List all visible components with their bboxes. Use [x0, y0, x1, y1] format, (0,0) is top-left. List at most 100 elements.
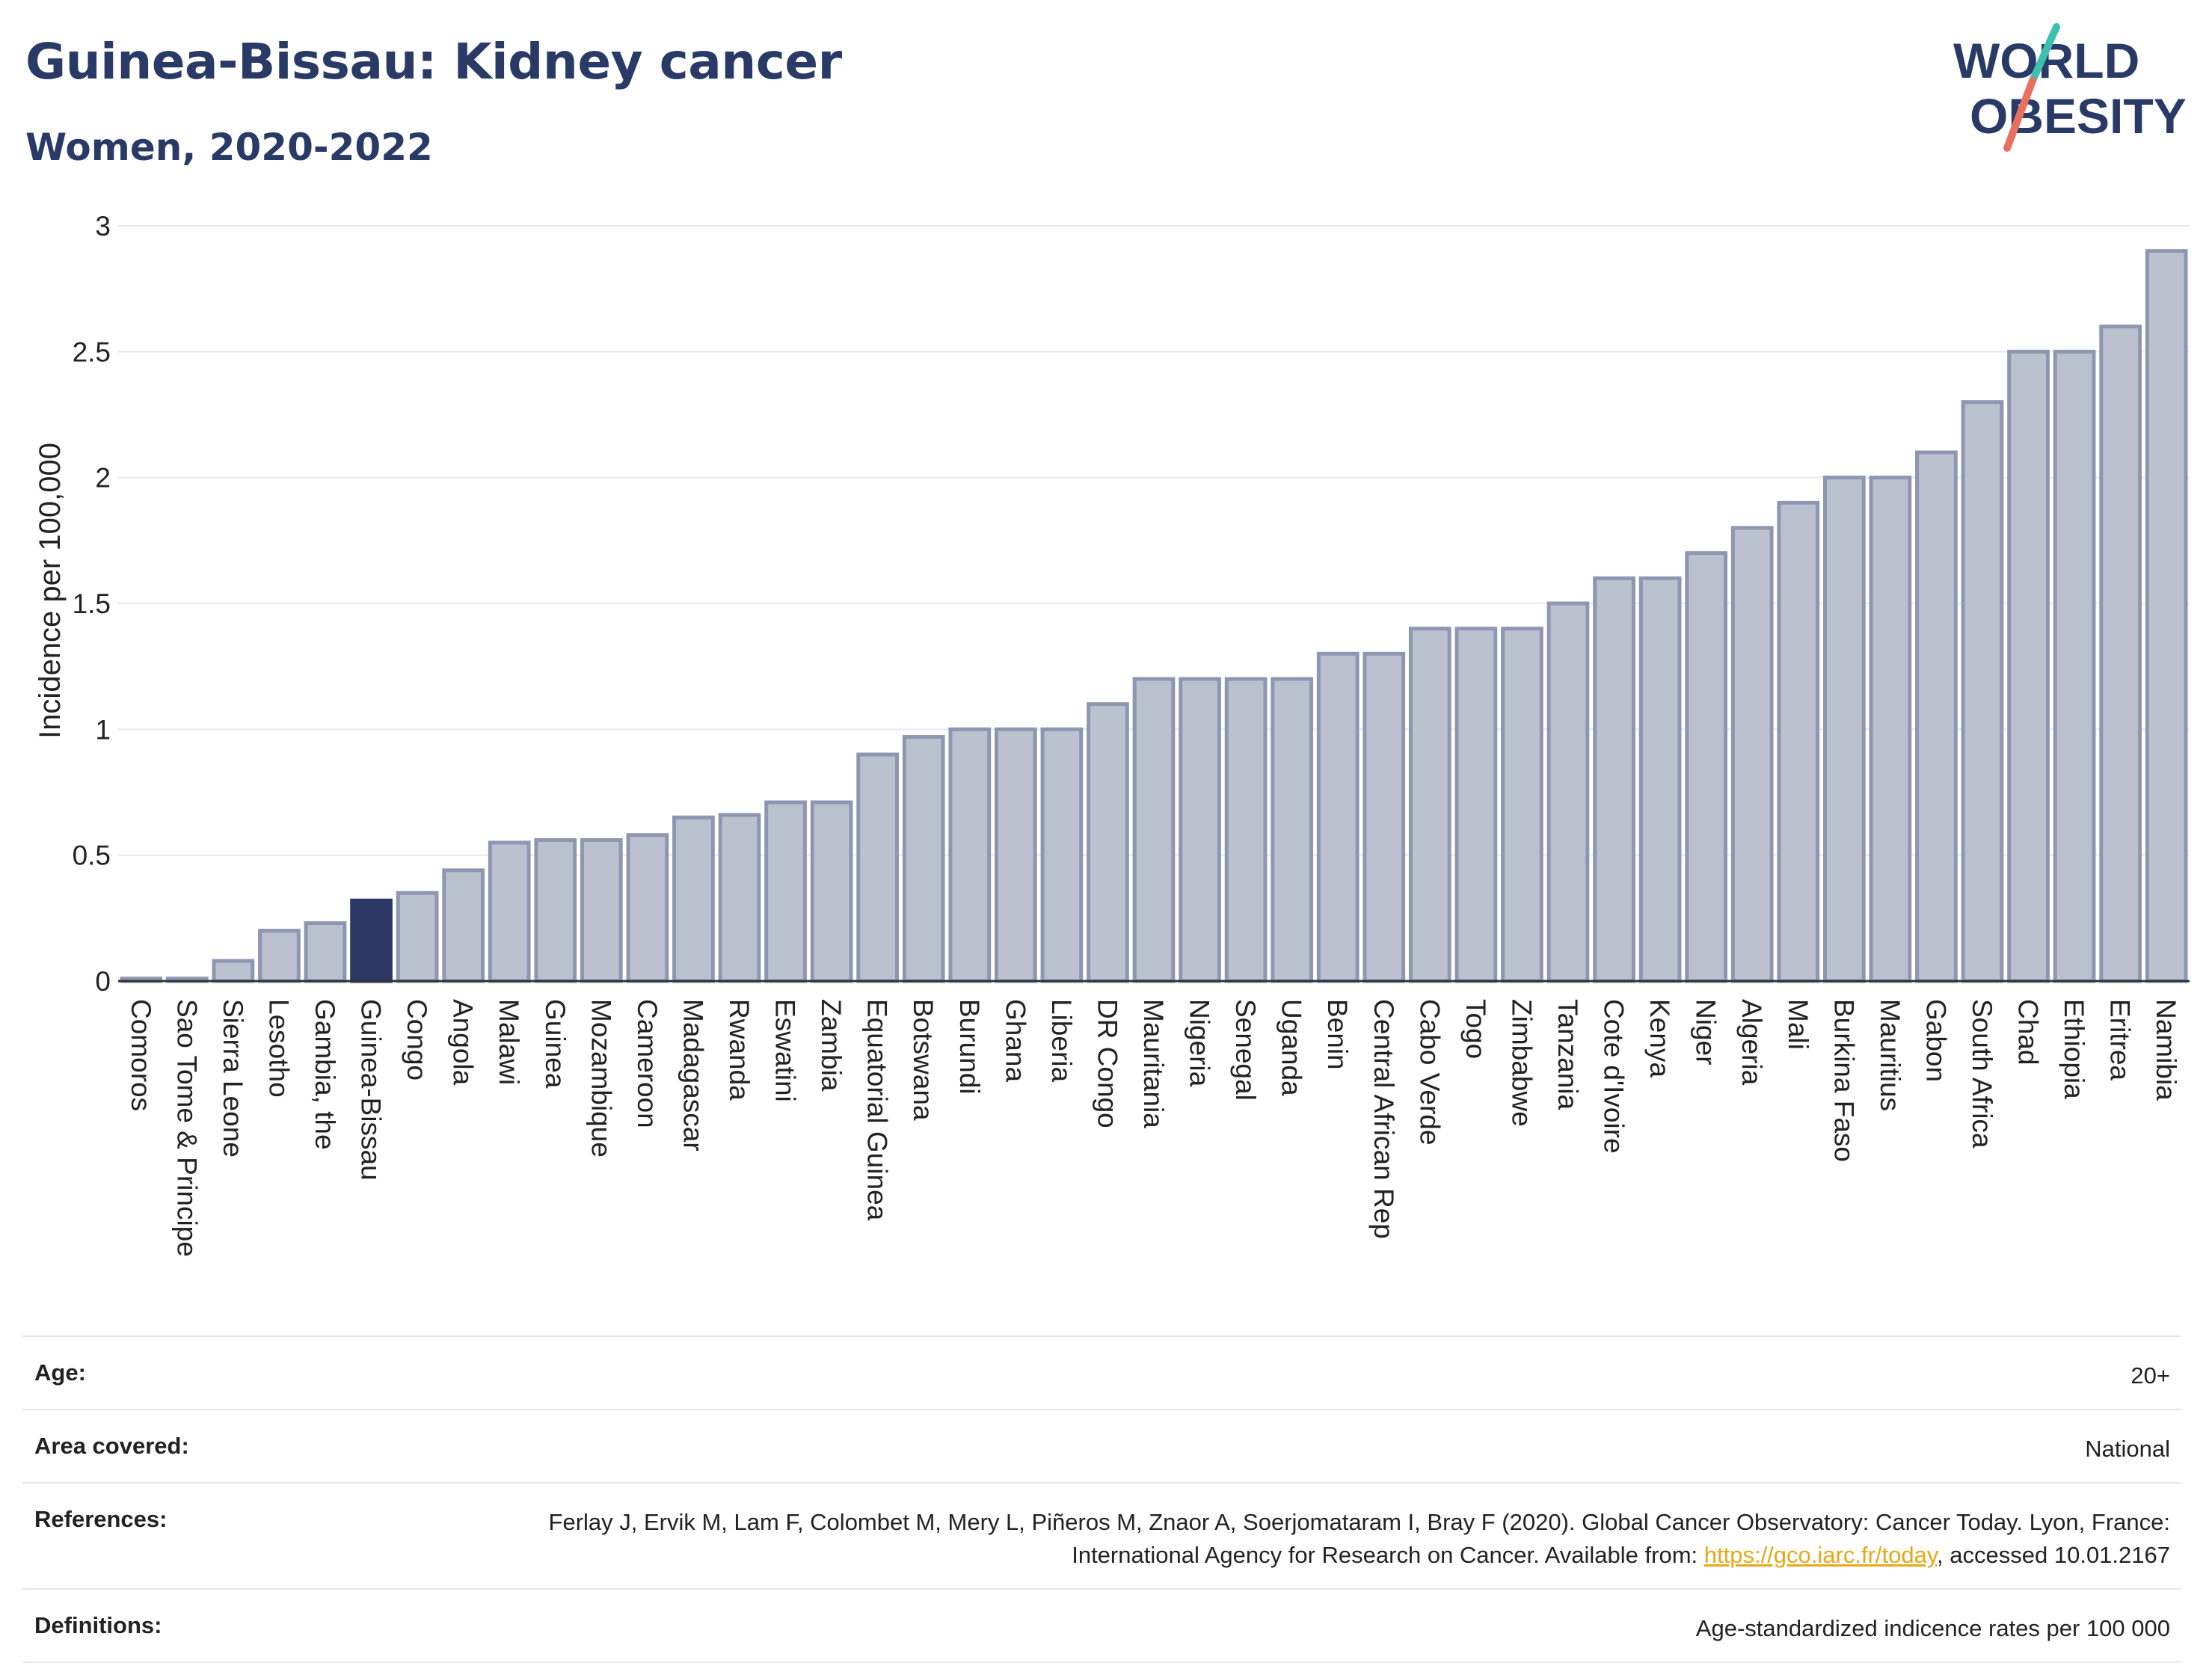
x-tick-label: Tanzania: [1552, 999, 1583, 1110]
x-tick-label: Sierra Leone: [218, 999, 248, 1158]
age-value: 20+: [2130, 1362, 2170, 1389]
x-tick-label: Botswana: [908, 999, 938, 1121]
bar-gambia-the: [304, 921, 347, 983]
x-tick-label: Cameroon: [632, 999, 663, 1128]
bar-south-africa: [1961, 400, 2004, 983]
x-tick-label: Burkina Faso: [1828, 999, 1859, 1162]
y-tick-label: 2.5: [73, 336, 111, 367]
x-tick-label: Uganda: [1276, 999, 1307, 1096]
y-tick-label: 3: [95, 211, 111, 242]
bar-mozambique: [580, 837, 623, 983]
area-covered-label: Area covered:: [34, 1433, 189, 1459]
bar-algeria: [1730, 526, 1774, 983]
bar-niger: [1685, 551, 1728, 983]
logo-word-obesity: OBESITY: [1970, 88, 2187, 144]
bar-mauritius: [1869, 476, 1912, 983]
x-tick-label: Congo: [402, 999, 432, 1081]
x-tick-label: Chad: [2013, 999, 2044, 1065]
x-tick-label: Angola: [448, 999, 479, 1086]
bar-burundi: [948, 727, 992, 983]
bar-dr-congo: [1087, 702, 1129, 983]
chart-title: Guinea-Bissau: Kidney cancer: [25, 33, 842, 90]
y-axis-ticks: 0 0.5 1 1.5 2 2.5 3: [73, 211, 111, 997]
x-tick-label: DR Congo: [1092, 999, 1122, 1128]
bar-botswana: [902, 734, 945, 983]
x-tick-label: Lesotho: [263, 999, 294, 1098]
logo-slash-coral: [2003, 77, 2036, 152]
references-link[interactable]: https://gco.iarc.fr/today: [1703, 1542, 1938, 1568]
x-tick-label: Mauritania: [1138, 999, 1169, 1128]
bar-mali: [1777, 500, 1820, 983]
y-tick-label: 0.5: [73, 840, 111, 871]
bar-mauritania: [1132, 677, 1176, 983]
references-label: References:: [34, 1506, 168, 1532]
x-tick-label: Nigeria: [1185, 999, 1215, 1087]
x-tick-label: Eritrea: [2105, 999, 2136, 1081]
x-tick-label: Equatorial Guinea: [862, 999, 893, 1221]
x-tick-label: Central African Rep: [1368, 999, 1399, 1239]
x-tick-label: Senegal: [1230, 999, 1261, 1101]
y-axis-label: Incidence per 100,000: [34, 443, 67, 739]
x-tick-label: Mauritius: [1875, 999, 1905, 1111]
area-covered-value: National: [2085, 1436, 2170, 1462]
bar-gabon: [1915, 450, 1958, 983]
bar-zimbabwe: [1501, 627, 1543, 983]
x-tick-label: Togo: [1460, 999, 1491, 1059]
bar-tanzania: [1546, 601, 1590, 983]
definitions-label: Definitions:: [34, 1612, 162, 1638]
bar-malawi: [488, 840, 531, 983]
x-tick-label: Eswatini: [770, 999, 801, 1102]
references-text: Ferlay J, Ervik M, Lam F, Colombet M, Me…: [548, 1509, 2170, 1568]
x-tick-label: Kenya: [1644, 999, 1675, 1078]
chart-subtitle: Women, 2020-2022: [25, 126, 433, 169]
x-tick-label: Mali: [1783, 999, 1813, 1050]
bar-chart: 0 0.5 1 1.5 2 2.5 3 Incidence per 100,000 Como…: [34, 211, 2190, 1257]
bar-benin: [1316, 651, 1360, 983]
x-tick-label: Cote d'Ivoire: [1599, 999, 1629, 1154]
y-tick-label: 1.5: [73, 588, 111, 619]
references-accessed: , accessed 10.01.2167: [1937, 1542, 2170, 1568]
x-tick-label: Gabon: [1920, 999, 1951, 1082]
bar-nigeria: [1179, 677, 1221, 983]
x-tick-label: Madagascar: [678, 999, 708, 1152]
bar-lesotho: [258, 929, 301, 983]
bar-senegal: [1224, 677, 1268, 983]
y-tick-label: 1: [95, 714, 111, 745]
x-tick-label: Zambia: [816, 999, 847, 1092]
bar-sierra-leone: [212, 959, 255, 983]
metadata-table: Age: 20+ Area covered: National Referenc…: [22, 1335, 2181, 1663]
bar-liberia: [1040, 727, 1084, 983]
bar-madagascar: [672, 815, 715, 983]
x-tick-label: Gambia, the: [310, 999, 340, 1150]
x-tick-label: Burundi: [954, 999, 985, 1095]
x-tick-label: Guinea: [540, 999, 571, 1089]
x-tick-label: Namibia: [2151, 999, 2181, 1101]
bar-equatorial-guinea: [856, 752, 900, 983]
bars: [120, 249, 2188, 983]
row-age: Age: 20+: [22, 1335, 2181, 1409]
x-tick-label: Zimbabwe: [1506, 999, 1537, 1127]
bar-uganda: [1271, 677, 1314, 983]
bar-angola: [442, 868, 485, 983]
row-references: References: Ferlay J, Ervik M, Lam F, Co…: [22, 1482, 2181, 1588]
logo-slash-teal: [2029, 23, 2060, 84]
bar-cote-d-ivoire: [1593, 576, 1635, 983]
x-tick-label: Rwanda: [724, 999, 755, 1101]
bar-congo: [396, 891, 439, 983]
bar-togo: [1454, 627, 1498, 983]
x-tick-label: Guinea-Bissau: [356, 999, 387, 1181]
x-tick-label: Mozambique: [586, 999, 616, 1158]
bar-cameroon: [626, 833, 669, 983]
definitions-value: Age-standardized indicence rates per 100…: [1695, 1615, 2170, 1641]
bar-guinea: [534, 837, 577, 983]
x-tick-label: Niger: [1691, 999, 1721, 1065]
y-tick-label: 2: [95, 463, 111, 494]
bar-cabo-verde: [1408, 627, 1451, 983]
age-label: Age:: [34, 1359, 86, 1386]
x-tick-label: South Africa: [1967, 999, 1997, 1149]
bar-burkina-faso: [1822, 476, 1866, 983]
bar-ghana: [994, 727, 1037, 983]
x-tick-label: Malawi: [494, 999, 524, 1085]
bar-rwanda: [718, 813, 761, 983]
bar-zambia: [810, 800, 853, 983]
